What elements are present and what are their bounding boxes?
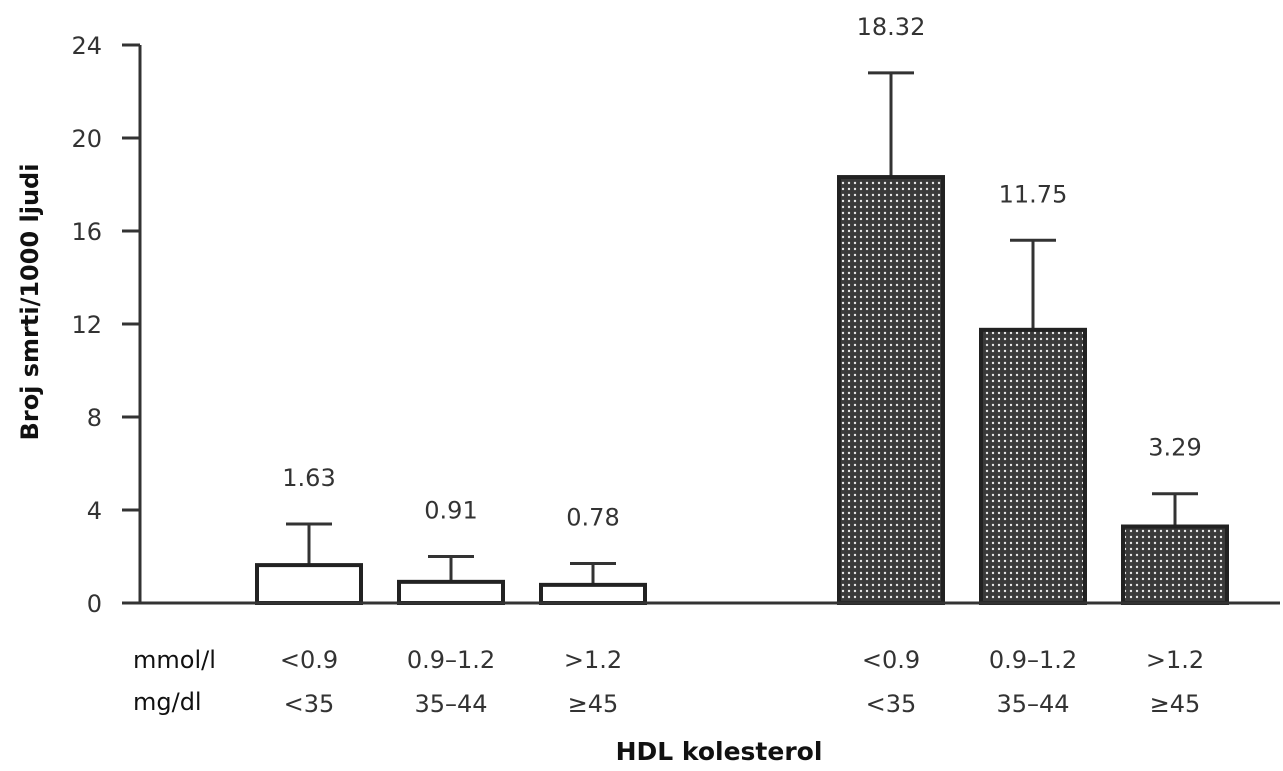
category-label-mmol: <0.9 bbox=[280, 646, 338, 674]
category-label-mmol: 0.9–1.2 bbox=[407, 646, 495, 674]
y-axis: 0 4 8 12 16 20 24 bbox=[71, 32, 142, 618]
row-label-mmol: mmol/l bbox=[133, 646, 216, 674]
category-label-mgdl: 35–44 bbox=[414, 690, 487, 718]
data-label: 1.63 bbox=[282, 464, 335, 492]
data-label: 18.32 bbox=[857, 13, 926, 41]
y-tick-label: 12 bbox=[71, 311, 102, 339]
row-label-mgdl: mg/dl bbox=[133, 688, 202, 716]
category-label-mgdl: ≥45 bbox=[1150, 690, 1201, 718]
data-label: 11.75 bbox=[999, 180, 1068, 208]
y-tick-label: 4 bbox=[87, 497, 102, 525]
bar bbox=[255, 563, 363, 605]
data-label: 3.29 bbox=[1148, 434, 1201, 462]
y-tick-label: 16 bbox=[71, 218, 102, 246]
y-tick-label: 8 bbox=[87, 404, 102, 432]
category-label-mmol: >1.2 bbox=[564, 646, 622, 674]
data-label: 0.78 bbox=[566, 503, 619, 531]
category-label-mgdl: <35 bbox=[284, 690, 335, 718]
bar bbox=[539, 582, 647, 605]
y-axis-label: Broj smrti/1000 ljudi bbox=[16, 164, 44, 441]
category-label-mmol: <0.9 bbox=[862, 646, 920, 674]
x-axis-label: HDL kolesterol bbox=[616, 737, 823, 766]
category-label-mmol: 0.9–1.2 bbox=[989, 646, 1077, 674]
category-label-mgdl: ≥45 bbox=[568, 690, 619, 718]
y-tick-label: 20 bbox=[71, 125, 102, 153]
bar bbox=[1121, 524, 1229, 606]
y-tick-label: 0 bbox=[87, 590, 102, 618]
bars: 1.63 0.91 0.78 18.32 11.75 3.29 bbox=[255, 13, 1229, 606]
category-label-mmol: >1.2 bbox=[1146, 646, 1204, 674]
y-tick-label: 24 bbox=[71, 32, 102, 60]
bar bbox=[979, 327, 1087, 605]
category-label-mgdl: 35–44 bbox=[996, 690, 1069, 718]
category-label-mgdl: <35 bbox=[866, 690, 917, 718]
bar bbox=[397, 579, 505, 606]
data-label: 0.91 bbox=[424, 497, 477, 525]
x-axis: <0.9 <35 0.9–1.2 35–44 >1.2 ≥45 <0.9 <35 0.9–1.2… bbox=[140, 601, 1280, 718]
bar bbox=[837, 175, 945, 605]
